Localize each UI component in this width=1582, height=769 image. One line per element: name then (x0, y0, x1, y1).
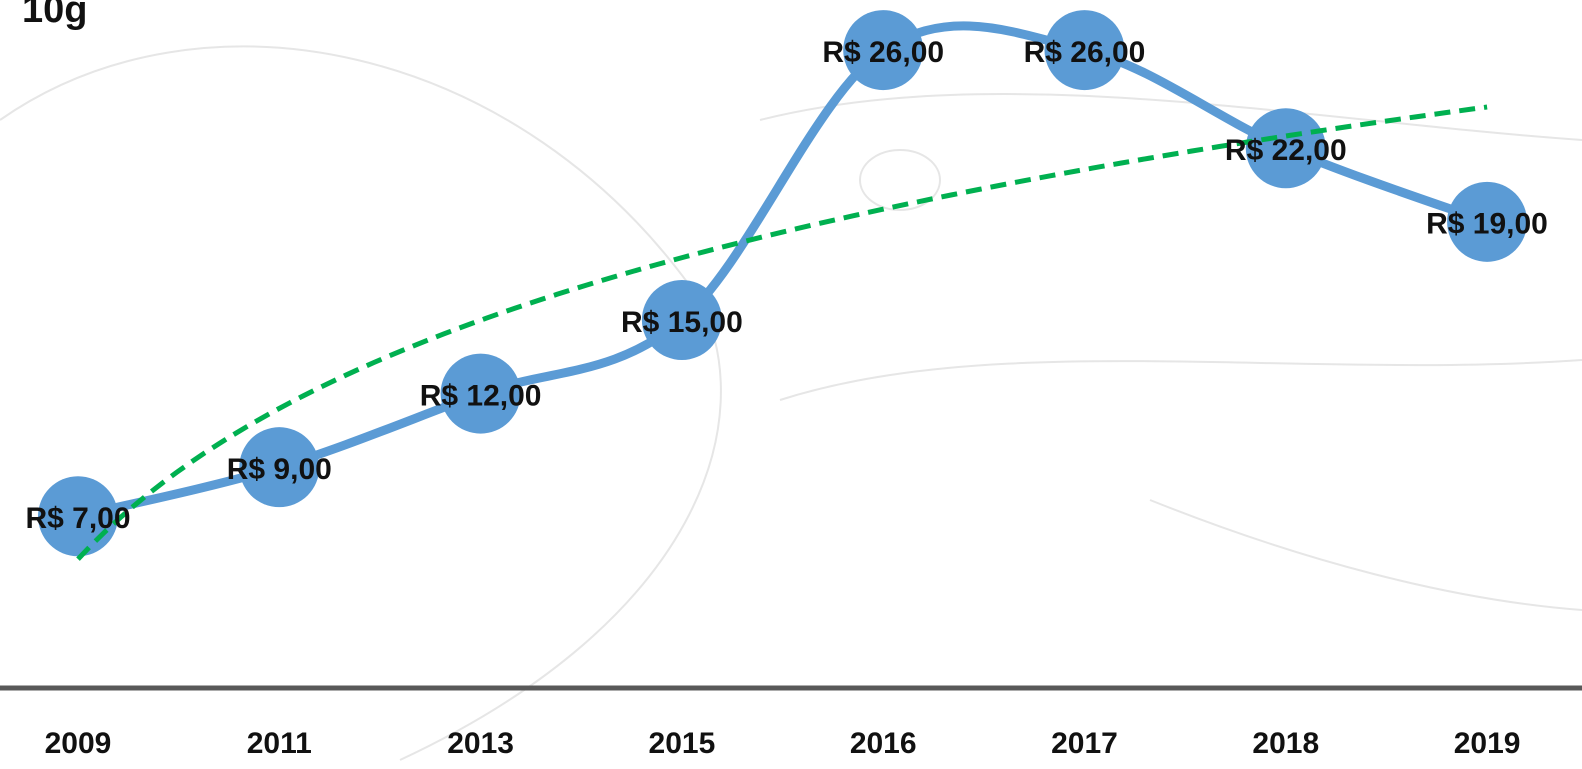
data-label: R$ 26,00 (1024, 36, 1146, 69)
x-tick-label: 2015 (649, 727, 716, 760)
x-tick-label: 2017 (1051, 727, 1118, 760)
marker (440, 353, 521, 434)
data-label: R$ 22,00 (1225, 134, 1347, 167)
data-label: R$ 12,00 (420, 379, 542, 412)
x-tick-label: 2018 (1252, 727, 1319, 760)
marker (843, 10, 924, 91)
marker (1447, 181, 1528, 262)
marker (641, 279, 722, 360)
x-tick-label: 2009 (45, 727, 112, 760)
data-label: R$ 26,00 (822, 36, 944, 69)
chart-title: 10g (22, 0, 87, 31)
x-tick-label: 2019 (1454, 727, 1521, 760)
background-sketch (0, 45, 1582, 761)
data-label: R$ 7,00 (25, 502, 130, 535)
trendline (76, 104, 1488, 561)
data-label: R$ 15,00 (621, 306, 743, 339)
marker (1044, 10, 1125, 91)
x-tick-label: 2011 (247, 727, 312, 760)
data-label: R$ 19,00 (1426, 208, 1548, 241)
data-label: R$ 9,00 (227, 453, 332, 486)
x-tick-label: 2016 (850, 727, 917, 760)
marker (239, 427, 320, 508)
x-tick-label: 2013 (447, 727, 514, 760)
marker (1245, 108, 1326, 189)
